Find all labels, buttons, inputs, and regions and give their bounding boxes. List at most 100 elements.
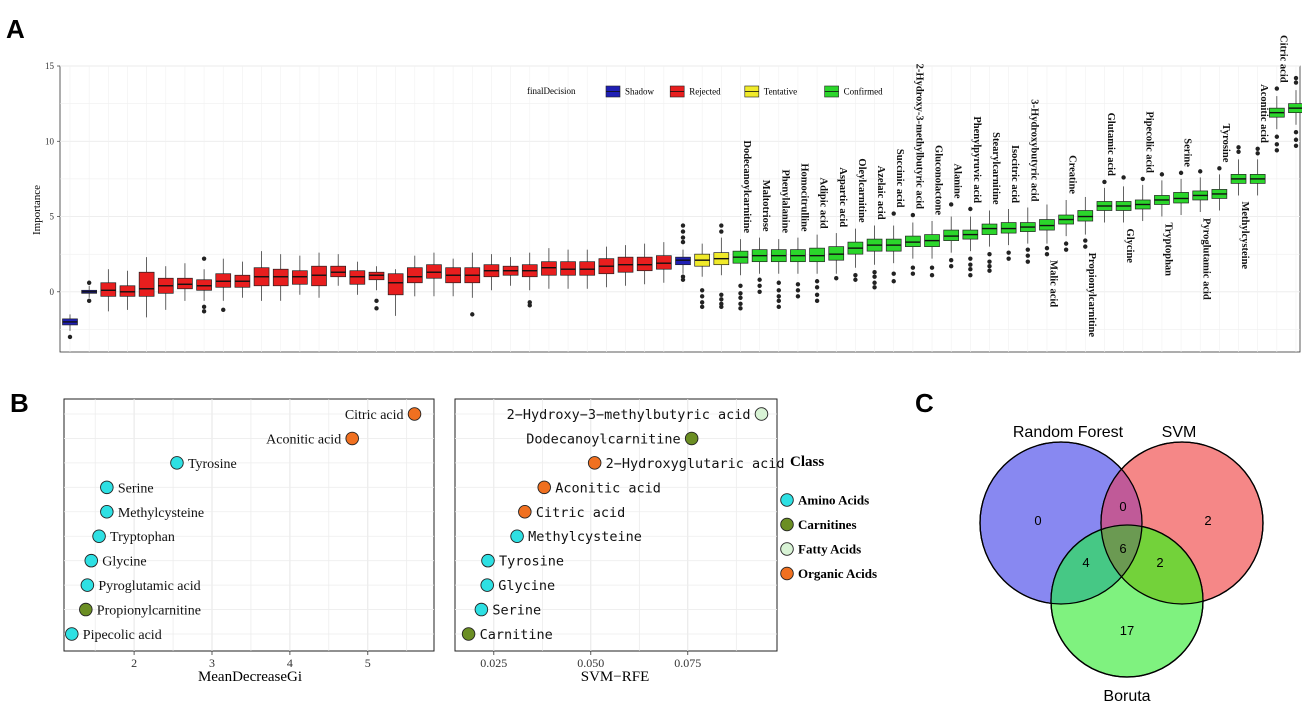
box-outlier [1140, 176, 1145, 182]
rf-point: Pyroglutamic acid [80, 578, 201, 594]
box-outlier [872, 274, 877, 279]
boruta-box [177, 263, 193, 301]
boruta-box [1230, 145, 1247, 196]
boruta-legend: finalDecision Shadow Rejected Tentative Conf… [527, 85, 883, 98]
boruta-feature-label: Serine [1182, 138, 1193, 167]
boruta-box [1019, 207, 1036, 264]
boruta-box [138, 257, 155, 318]
box-outlier [853, 273, 858, 278]
box-outlier [910, 265, 916, 270]
rf-dotplot: Citric acid Aconitic acid Tyrosine Serine Me… [63, 398, 435, 685]
box-outlier [1102, 179, 1107, 185]
svm-point: Methylcysteine [510, 529, 642, 545]
box-outlier [968, 262, 973, 267]
venn-count-rf-boruta: 4 [1082, 555, 1089, 570]
class-legend-label: Carnitines [798, 517, 857, 532]
boruta-box [406, 255, 423, 297]
box-body [1077, 210, 1094, 222]
boruta-box [349, 261, 366, 295]
boruta-box [1288, 75, 1302, 148]
box-outlier [987, 251, 992, 257]
boruta-feature-label: Malic acid [1047, 260, 1058, 307]
rf-point-label: Serine [118, 481, 154, 496]
svm-x-tick-label: 0.075 [674, 656, 701, 670]
boruta-box [732, 239, 749, 311]
box-outlier [776, 288, 781, 293]
box-body [981, 223, 998, 235]
svm-point-label: Tyrosine [499, 554, 564, 570]
box-outlier [699, 288, 705, 293]
box-outlier [968, 273, 973, 278]
box-body [426, 264, 442, 279]
boruta-feature-label: Maltotriose [760, 180, 771, 232]
boruta-box [292, 255, 308, 295]
box-body [1173, 192, 1189, 204]
box-body [215, 273, 232, 288]
boruta-box [368, 266, 385, 311]
box-outlier [527, 300, 532, 305]
box-outlier [1063, 241, 1069, 246]
svm-point-label: Dodecanoylcarnitine [526, 431, 680, 447]
box-outlier [680, 229, 686, 234]
svm-point: 2−Hydroxy−3−methylbutyric acid [507, 407, 769, 423]
rf-point-label: Pyroglutamic acid [98, 579, 200, 594]
box-outlier [795, 294, 801, 299]
box-outlier [929, 265, 935, 270]
boruta-feature-label: Glycine [1124, 229, 1135, 264]
boruta-box [196, 256, 212, 314]
boruta-feature-label: Methylcysteine [1239, 201, 1250, 269]
svm-point-label: Citric acid [536, 505, 625, 521]
box-outlier [86, 280, 92, 285]
rf-point-marker [407, 407, 422, 421]
boruta-feature-labels: Dodecanoylcarnitine Maltotriose Phenylalan… [741, 35, 1288, 337]
boruta-legend-title: finalDecision [527, 86, 576, 96]
box-outlier [1293, 80, 1299, 85]
boruta-y-tick-label: 0 [50, 287, 55, 297]
rf-point-marker [92, 529, 106, 543]
box-outlier [834, 276, 839, 281]
rf-point: Glycine [84, 553, 147, 570]
box-outlier [1274, 86, 1280, 91]
svm-point: Glycine [480, 578, 555, 594]
boruta-box [215, 258, 232, 313]
rf-x-ticks: 2 3 4 5 [131, 651, 371, 670]
svm-point: Dodecanoylcarnitine [526, 431, 699, 447]
svm-points: 2−Hydroxy−3−methylbutyric acid Dodecanoyl… [461, 407, 785, 643]
boruta-box [234, 261, 251, 298]
boruta-box [119, 270, 136, 310]
svm-point-marker [587, 456, 602, 470]
rf-point-label: Aconitic acid [266, 432, 341, 447]
box-outlier [1044, 245, 1050, 251]
box-outlier [1006, 250, 1011, 255]
class-legend-label: Amino Acids [798, 493, 869, 508]
boruta-box [157, 266, 174, 310]
boruta-box [100, 269, 117, 312]
box-outlier [757, 283, 762, 288]
boruta-box [1058, 199, 1074, 252]
boruta-feature-label: Creatine [1067, 155, 1078, 194]
box-body [579, 261, 596, 276]
boruta-box [1154, 172, 1170, 217]
boruta-box [541, 248, 557, 289]
box-body [809, 247, 825, 263]
box-outlier [699, 294, 705, 299]
class-legend-label: Organic Acids [798, 566, 877, 581]
boruta-box [1134, 176, 1151, 222]
box-body [1039, 219, 1055, 231]
boruta-box [943, 202, 960, 269]
panel-letter-b: B [10, 388, 29, 418]
boruta-box [1096, 179, 1113, 223]
box-body [292, 270, 308, 285]
box-outlier [776, 304, 781, 310]
boruta-box [62, 314, 78, 340]
svm-point-marker [537, 480, 551, 495]
venn-count-all: 6 [1119, 541, 1126, 556]
box-outlier [680, 274, 686, 279]
box-outlier [910, 212, 916, 218]
svm-point: Tyrosine [481, 554, 564, 570]
box-outlier [1044, 251, 1050, 257]
svm-point-label: 2−Hydroxyglutaric acid [606, 456, 785, 472]
box-outlier [738, 291, 743, 296]
boruta-box [847, 228, 864, 282]
boruta-box [1039, 204, 1055, 257]
